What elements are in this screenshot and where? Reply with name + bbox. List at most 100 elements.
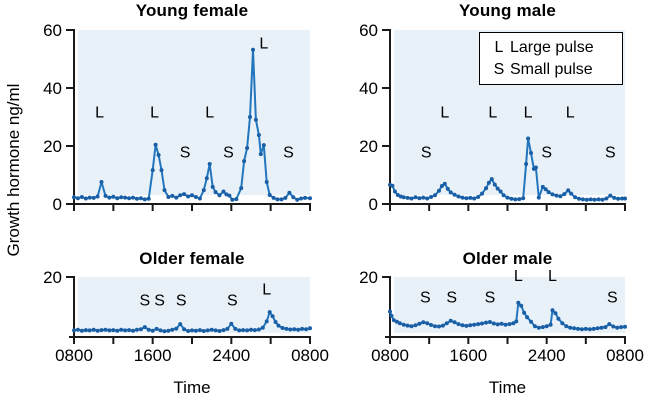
data-point — [138, 196, 143, 201]
data-point — [499, 321, 504, 326]
small-pulse-label: S — [420, 290, 431, 307]
data-point — [546, 190, 551, 195]
data-point — [445, 186, 450, 191]
data-point — [573, 195, 578, 200]
data-point — [476, 322, 481, 327]
y-tick-label: 60 — [359, 21, 378, 40]
data-point — [190, 193, 194, 198]
data-point — [429, 195, 434, 199]
data-point — [303, 195, 308, 200]
data-point — [587, 327, 592, 332]
data-point — [540, 184, 545, 189]
data-point — [221, 328, 226, 333]
legend-box: L Large pulse S Small pulse — [479, 32, 623, 85]
data-point — [308, 196, 312, 201]
data-point — [249, 327, 253, 332]
x-axis-label-left: Time — [173, 378, 211, 397]
data-point — [391, 318, 396, 323]
legend-symbol-large: L — [494, 39, 504, 56]
y-tick-label: 20 — [43, 137, 62, 156]
data-point — [230, 197, 235, 202]
data-point — [468, 195, 473, 200]
panel-title-older-male: Older male — [462, 249, 553, 268]
y-tick-label: 60 — [43, 21, 62, 40]
data-point — [182, 327, 187, 332]
data-point — [579, 327, 584, 332]
plot-area — [78, 30, 310, 195]
data-point — [580, 197, 585, 202]
data-point — [178, 193, 183, 198]
data-point — [395, 193, 400, 197]
data-point — [245, 328, 250, 333]
data-point — [489, 177, 494, 182]
data-point — [150, 168, 155, 173]
data-point — [429, 323, 434, 327]
data-point — [296, 327, 301, 332]
panel-title-young-male: Young male — [458, 1, 557, 20]
data-point — [577, 196, 581, 201]
data-point — [150, 328, 155, 333]
data-point — [612, 195, 617, 200]
data-point — [146, 327, 151, 332]
large-pulse-label: L — [205, 105, 214, 122]
small-pulse-label: S — [605, 145, 616, 162]
data-point — [87, 328, 92, 333]
data-point — [170, 193, 175, 198]
data-point — [480, 191, 484, 196]
x-tick-label: 0800 — [371, 346, 409, 365]
data-point — [158, 328, 163, 333]
data-point — [186, 194, 191, 199]
data-point — [300, 326, 305, 331]
data-point — [264, 319, 269, 324]
data-point — [592, 197, 597, 202]
large-pulse-label: L — [524, 105, 533, 122]
data-point — [154, 326, 159, 331]
y-tick-label: 20 — [359, 137, 378, 156]
data-point — [295, 197, 300, 202]
data-point — [304, 327, 309, 332]
data-point — [620, 196, 625, 201]
data-point — [224, 192, 229, 197]
data-point — [595, 326, 600, 331]
data-point — [554, 193, 559, 198]
data-point — [548, 322, 553, 327]
data-point — [401, 322, 406, 327]
small-pulse-label: S — [180, 145, 191, 162]
data-point — [142, 325, 147, 330]
data-point — [134, 196, 139, 201]
data-point — [392, 189, 397, 194]
data-point — [568, 325, 573, 330]
data-point — [91, 327, 96, 332]
data-point — [619, 325, 624, 330]
data-point — [413, 195, 418, 200]
data-point — [513, 197, 518, 202]
data-point — [572, 326, 577, 331]
data-point — [421, 320, 426, 325]
y-tick-label: 40 — [359, 79, 378, 98]
data-point — [170, 327, 175, 332]
x-tick-label: 0800 — [291, 346, 329, 365]
y-axis-label: Growth hormone ng/ml — [4, 83, 23, 257]
x-tick-label: 1600 — [134, 346, 172, 365]
data-point — [448, 318, 453, 323]
data-point — [178, 322, 183, 327]
data-point — [275, 197, 280, 202]
data-point — [456, 194, 461, 199]
small-pulse-label: S — [176, 293, 187, 310]
data-point — [213, 328, 218, 333]
data-point — [174, 326, 179, 331]
data-point — [623, 196, 627, 201]
data-point — [514, 319, 519, 324]
data-point — [193, 328, 198, 333]
data-point — [529, 319, 533, 324]
data-point — [533, 165, 538, 170]
data-point — [608, 193, 613, 198]
data-point — [452, 192, 457, 197]
data-point — [558, 194, 563, 199]
data-point — [131, 195, 135, 200]
data-point — [291, 195, 296, 200]
data-point — [299, 196, 304, 201]
data-point — [119, 195, 124, 200]
data-point — [225, 326, 230, 331]
data-point — [437, 188, 441, 193]
